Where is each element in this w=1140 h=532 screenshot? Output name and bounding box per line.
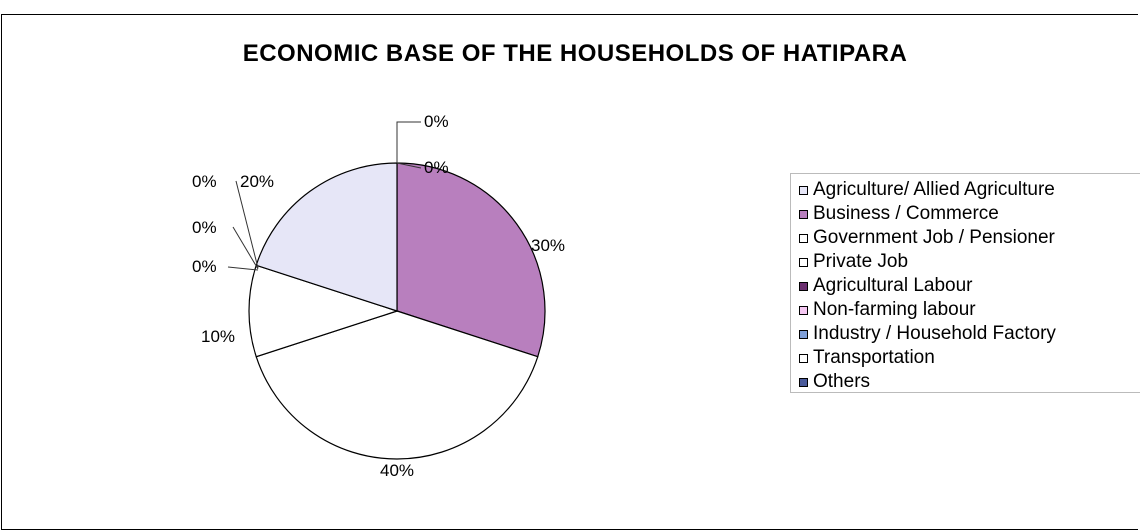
data-label: 30% [531,236,565,255]
legend-swatch [799,329,808,339]
data-label: 40% [380,461,414,480]
legend-swatch [799,305,808,315]
leader-line [396,121,421,163]
legend-item: Business / Commerce [799,202,999,226]
data-label: 0% [424,112,449,131]
pie-slice-private-job [248,264,399,358]
data-label: 20% [240,172,274,191]
legend-label: Agriculture/ Allied Agriculture [813,179,1055,200]
pie-slice-government-job-pensioner [255,310,539,460]
leader-line [232,226,259,270]
data-label: 0% [192,172,217,191]
legend-swatch [799,377,808,387]
data-label: 0% [424,158,449,177]
chart-legend: Agriculture/ Allied Agriculture Business … [790,173,1140,393]
legend-item: Agricultural Labour [799,274,972,298]
legend-item: Government Job / Pensioner [799,226,1055,250]
legend-swatch [799,353,808,363]
legend-label: Others [813,371,871,392]
data-label: 10% [201,327,235,346]
legend-label: Private Job [813,251,909,272]
legend-label: Agricultural Labour [813,275,973,296]
legend-item: Industry / Household Factory [799,322,1056,346]
pie-slice-agriculture-allied-agriculture [255,162,398,312]
legend-swatch [799,281,808,291]
legend-label: Non-farming labour [813,299,976,320]
legend-label: Government Job / Pensioner [813,227,1055,248]
leader-line [227,266,259,271]
legend-item: Transportation [799,346,935,370]
legend-item: Non-farming labour [799,298,976,322]
legend-item: Others [799,370,870,394]
leader-line [235,180,259,269]
legend-swatch [799,257,808,267]
chart-title: ECONOMIC BASE OF THE HOUSEHOLDS OF HATIP… [242,40,908,67]
legend-item: Agriculture/ Allied Agriculture [799,178,1055,202]
legend-swatch [799,209,808,219]
legend-swatch [799,233,808,243]
legend-swatch [799,185,808,195]
data-label: 0% [192,218,217,237]
pie-slice-business-commerce [396,162,546,358]
leader-line [396,162,422,169]
legend-item: Private Job [799,250,908,274]
legend-label: Industry / Household Factory [813,323,1056,344]
legend-label: Business / Commerce [813,203,999,224]
legend-label: Transportation [813,347,935,368]
data-label: 0% [192,257,217,276]
